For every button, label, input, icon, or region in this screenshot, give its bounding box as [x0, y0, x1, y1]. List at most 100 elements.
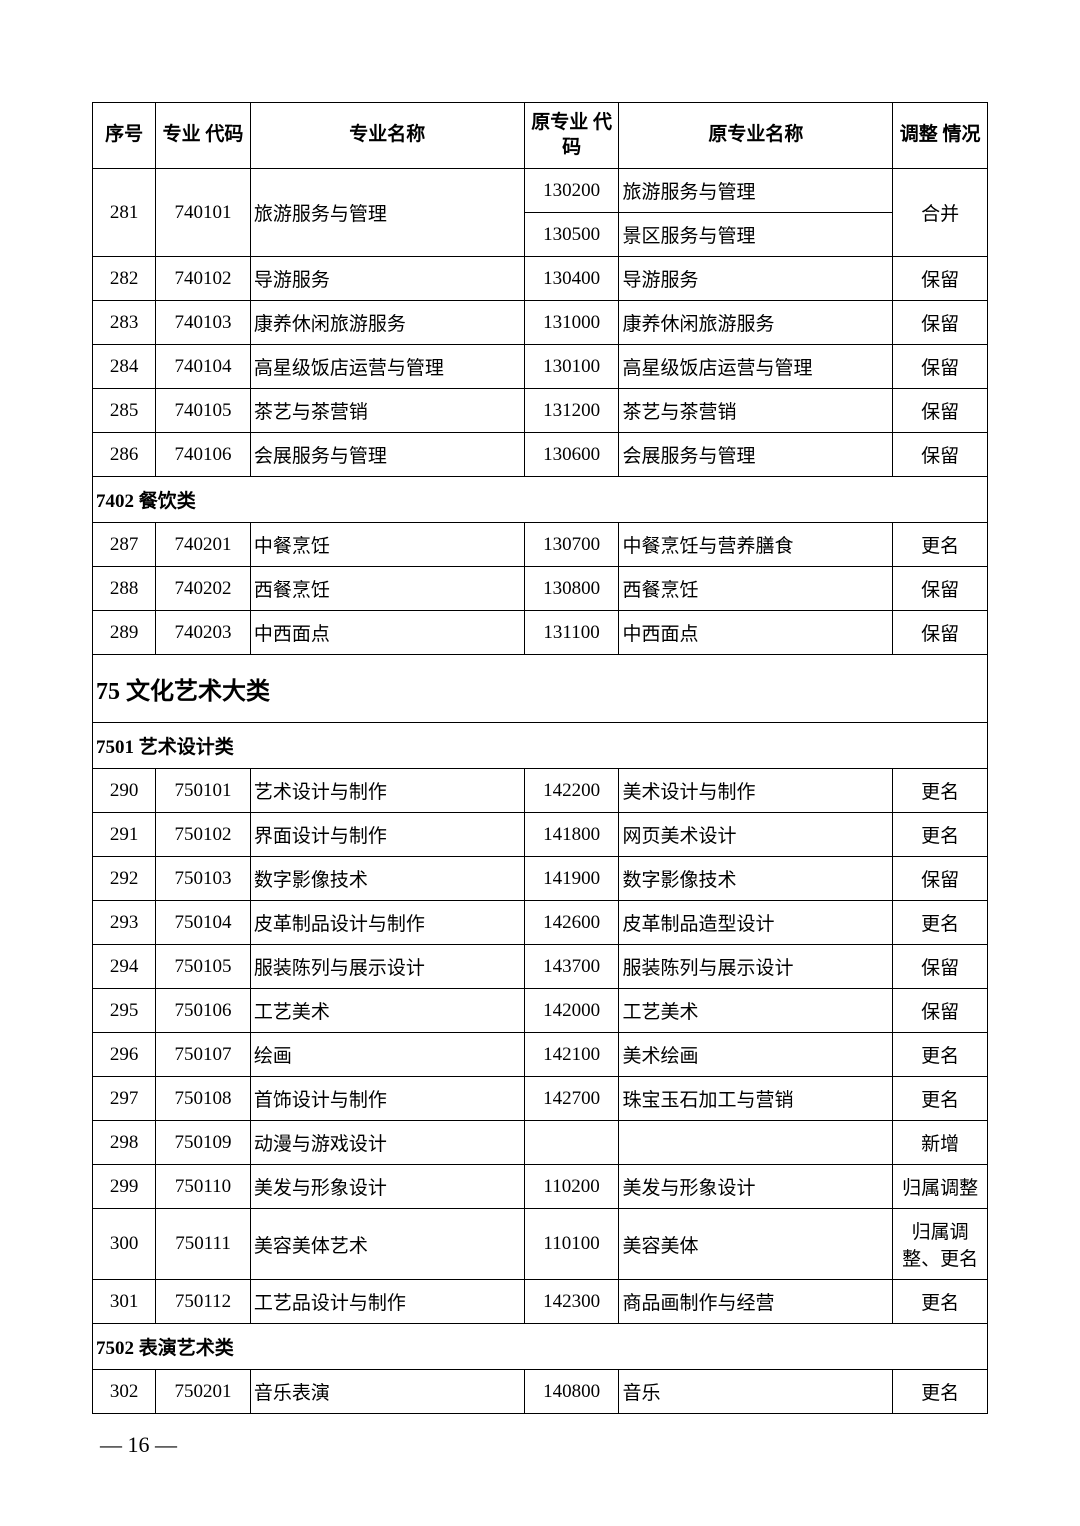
cell-oname: 旅游服务与管理: [619, 169, 893, 213]
cell-adj: 归属调整: [893, 1165, 988, 1209]
cell-ocode: 130600: [524, 433, 619, 477]
cell-code: 740202: [156, 567, 251, 611]
section-title: 7402 餐饮类: [93, 477, 988, 523]
cell-seq: 290: [93, 769, 156, 813]
cell-seq: 293: [93, 901, 156, 945]
section-row: 7402 餐饮类: [93, 477, 988, 523]
cell-seq: 286: [93, 433, 156, 477]
cell-ocode: 110100: [524, 1209, 619, 1280]
cell-oname: 导游服务: [619, 257, 893, 301]
cell-ocode: 130500: [524, 213, 619, 257]
cell-name: 艺术设计与制作: [250, 769, 524, 813]
cell-oname: 美术绘画: [619, 1033, 893, 1077]
cell-adj: 保留: [893, 301, 988, 345]
header-code: 专业 代码: [156, 103, 251, 169]
cell-code: 750109: [156, 1121, 251, 1165]
table-row: 282740102导游服务130400导游服务保留: [93, 257, 988, 301]
table-row: 301750112工艺品设计与制作142300商品画制作与经营更名: [93, 1280, 988, 1324]
major-section-title: 75 文化艺术大类: [96, 679, 270, 705]
cell-adj: 保留: [893, 567, 988, 611]
cell-code: 740101: [156, 169, 251, 257]
cell-adj: 更名: [893, 523, 988, 567]
cell-code: 750201: [156, 1370, 251, 1414]
header-adj: 调整 情况: [893, 103, 988, 169]
cell-name: 高星级饭店运营与管理: [250, 345, 524, 389]
cell-name: 绘画: [250, 1033, 524, 1077]
cell-seq: 301: [93, 1280, 156, 1324]
cell-code: 750111: [156, 1209, 251, 1280]
cell-code: 750112: [156, 1280, 251, 1324]
table-row: 284740104高星级饭店运营与管理130100高星级饭店运营与管理保留: [93, 345, 988, 389]
cell-oname: 高星级饭店运营与管理: [619, 345, 893, 389]
cell-name: 旅游服务与管理: [250, 169, 524, 257]
cell-seq: 298: [93, 1121, 156, 1165]
cell-code: 740203: [156, 611, 251, 655]
cell-name: 数字影像技术: [250, 857, 524, 901]
cell-adj: 更名: [893, 813, 988, 857]
cell-seq: 295: [93, 989, 156, 1033]
cell-oname: [619, 1121, 893, 1165]
section-title: 7501 艺术设计类: [93, 723, 988, 769]
cell-code: 750110: [156, 1165, 251, 1209]
cell-adj: 新增: [893, 1121, 988, 1165]
cell-seq: 296: [93, 1033, 156, 1077]
cell-oname: 会展服务与管理: [619, 433, 893, 477]
cell-name: 西餐烹饪: [250, 567, 524, 611]
cell-oname: 数字影像技术: [619, 857, 893, 901]
cell-code: 750108: [156, 1077, 251, 1121]
header-ocode: 原专业 代码: [524, 103, 619, 169]
cell-ocode: 140800: [524, 1370, 619, 1414]
cell-adj: 保留: [893, 945, 988, 989]
cell-name: 导游服务: [250, 257, 524, 301]
cell-seq: 285: [93, 389, 156, 433]
table-row: 298750109动漫与游戏设计新增: [93, 1121, 988, 1165]
cell-seq: 284: [93, 345, 156, 389]
table-row: 297750108首饰设计与制作142700珠宝玉石加工与营销更名: [93, 1077, 988, 1121]
major-section-row: 75 文化艺术大类: [93, 655, 988, 723]
table-row: 285740105茶艺与茶营销131200茶艺与茶营销保留: [93, 389, 988, 433]
cell-seq: 289: [93, 611, 156, 655]
cell-oname: 中餐烹饪与营养膳食: [619, 523, 893, 567]
cell-code: 740201: [156, 523, 251, 567]
cell-oname: 皮革制品造型设计: [619, 901, 893, 945]
cell-ocode: 141800: [524, 813, 619, 857]
cell-seq: 292: [93, 857, 156, 901]
majors-table: 序号 专业 代码 专业名称 原专业 代码 原专业名称 调整 情况 2817401…: [92, 102, 988, 1414]
cell-oname: 西餐烹饪: [619, 567, 893, 611]
cell-adj: 保留: [893, 389, 988, 433]
cell-code: 750103: [156, 857, 251, 901]
cell-seq: 288: [93, 567, 156, 611]
cell-name: 茶艺与茶营销: [250, 389, 524, 433]
cell-adj: 更名: [893, 1077, 988, 1121]
cell-code: 750106: [156, 989, 251, 1033]
cell-oname: 音乐: [619, 1370, 893, 1414]
cell-name: 皮革制品设计与制作: [250, 901, 524, 945]
cell-adj: 更名: [893, 769, 988, 813]
table-row: 283740103康养休闲旅游服务131000康养休闲旅游服务保留: [93, 301, 988, 345]
cell-code: 750101: [156, 769, 251, 813]
cell-ocode: 142600: [524, 901, 619, 945]
cell-ocode: 110200: [524, 1165, 619, 1209]
cell-seq: 287: [93, 523, 156, 567]
cell-adj: 归属调整、更名: [893, 1209, 988, 1280]
cell-ocode: 130400: [524, 257, 619, 301]
cell-ocode: 141900: [524, 857, 619, 901]
cell-oname: 茶艺与茶营销: [619, 389, 893, 433]
cell-adj: 保留: [893, 433, 988, 477]
cell-ocode: 143700: [524, 945, 619, 989]
cell-seq: 299: [93, 1165, 156, 1209]
cell-adj: 更名: [893, 901, 988, 945]
table-row: 289740203中西面点131100中西面点保留: [93, 611, 988, 655]
cell-name: 中餐烹饪: [250, 523, 524, 567]
cell-ocode: 130200: [524, 169, 619, 213]
cell-oname: 景区服务与管理: [619, 213, 893, 257]
cell-name: 会展服务与管理: [250, 433, 524, 477]
cell-code: 750105: [156, 945, 251, 989]
cell-ocode: 130800: [524, 567, 619, 611]
cell-ocode: 142700: [524, 1077, 619, 1121]
cell-code: 740104: [156, 345, 251, 389]
table-row: 302750201音乐表演140800音乐更名: [93, 1370, 988, 1414]
table-header-row: 序号 专业 代码 专业名称 原专业 代码 原专业名称 调整 情况: [93, 103, 988, 169]
table-row: 281740101旅游服务与管理130200旅游服务与管理合并: [93, 169, 988, 213]
cell-ocode: 130100: [524, 345, 619, 389]
